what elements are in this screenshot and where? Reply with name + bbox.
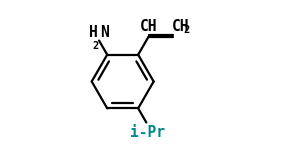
Text: CH: CH	[140, 19, 157, 34]
Text: i-Pr: i-Pr	[129, 125, 165, 140]
Text: 2: 2	[184, 25, 190, 35]
Text: N: N	[100, 25, 109, 40]
Text: H: H	[89, 25, 97, 40]
Text: CH: CH	[172, 19, 189, 34]
Text: 2: 2	[92, 41, 98, 51]
